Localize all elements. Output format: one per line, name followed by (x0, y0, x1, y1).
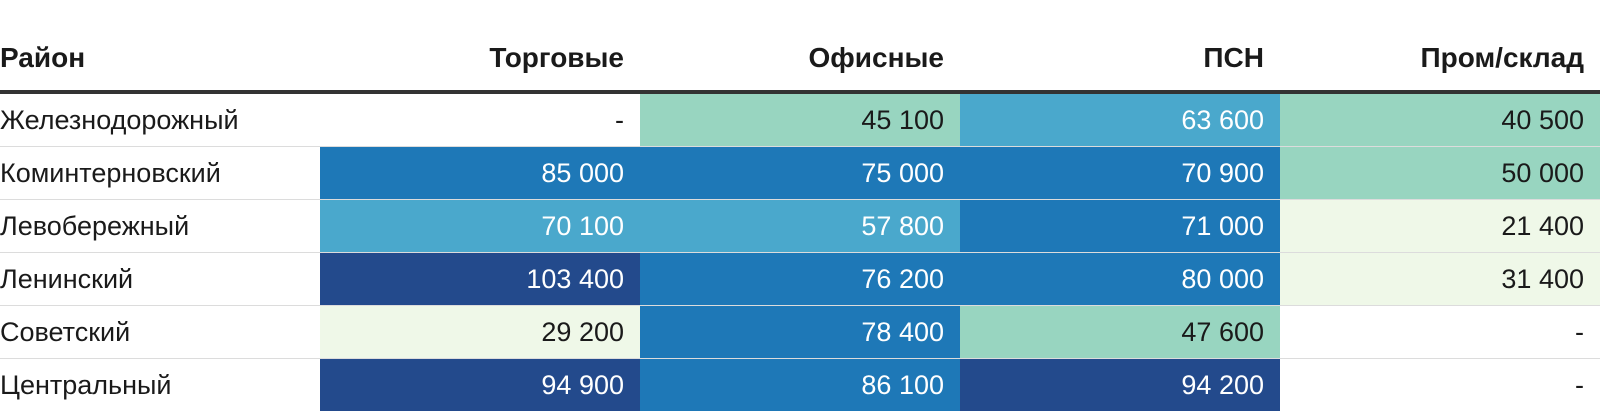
heatmap-cell: 40 500 (1280, 92, 1600, 147)
column-header-office: Офисные (640, 26, 960, 94)
table-row: Центральный 94 900 86 100 94 200- (0, 358, 1600, 411)
table-row: Железнодорожный -45 100 63 600 40 500 (0, 92, 1600, 147)
heatmap-cell: 50 000 (1280, 146, 1600, 200)
table-header: Район Торговые Офисные ПСН Пром/склад (0, 26, 1600, 94)
heatmap-cell: - (1280, 358, 1600, 411)
heatmap-cell: 71 000 (960, 199, 1280, 253)
heatmap-cell: 85 000 (320, 146, 640, 200)
column-header-psn: ПСН (960, 26, 1280, 94)
heatmap-cell: 80 000 (960, 252, 1280, 306)
heatmap-cell: - (320, 92, 640, 147)
heatmap-cell: 57 800 (640, 199, 960, 253)
column-header-district: Район (0, 26, 320, 94)
heatmap-cell: 29 200 (320, 305, 640, 359)
heatmap-cell: 94 200 (960, 358, 1280, 411)
heatmap-cell: 70 900 (960, 146, 1280, 200)
heatmap-cell: 76 200 (640, 252, 960, 306)
table-row: Советский 29 200 78 400 47 600- (0, 305, 1600, 359)
heatmap-cell: 31 400 (1280, 252, 1600, 306)
heatmap-cell: 94 900 (320, 358, 640, 411)
heatmap-cell: 78 400 (640, 305, 960, 359)
price-heatmap-table: Район Торговые Офисные ПСН Пром/склад Же… (0, 26, 1600, 411)
table-row: Коминтерновский 85 000 75 000 70 900 50 000 (0, 146, 1600, 200)
district-label: Коминтерновский (0, 146, 320, 200)
heatmap-cell: 75 000 (640, 146, 960, 200)
heatmap-cell: 103 400 (320, 252, 640, 306)
heatmap-cell: 63 600 (960, 92, 1280, 147)
heatmap-cell: 47 600 (960, 305, 1280, 359)
district-label: Центральный (0, 358, 320, 411)
table-row: Левобережный 70 100 57 800 71 000 21 400 (0, 199, 1600, 253)
heatmap-cell: 21 400 (1280, 199, 1600, 253)
column-header-retail: Торговые (320, 26, 640, 94)
district-label: Левобережный (0, 199, 320, 253)
heatmap-cell: - (1280, 305, 1600, 359)
table-row: Ленинский 103 400 76 200 80 000 31 400 (0, 252, 1600, 306)
heatmap-cell: 45 100 (640, 92, 960, 147)
heatmap-cell: 86 100 (640, 358, 960, 411)
district-label: Железнодорожный (0, 92, 320, 147)
heatmap-cell: 70 100 (320, 199, 640, 253)
column-header-industrial: Пром/склад (1280, 26, 1600, 94)
header-row: Район Торговые Офисные ПСН Пром/склад (0, 26, 1600, 94)
district-label: Советский (0, 305, 320, 359)
table-body: Железнодорожный -45 100 63 600 40 500 Коминт… (0, 92, 1600, 411)
district-label: Ленинский (0, 252, 320, 306)
